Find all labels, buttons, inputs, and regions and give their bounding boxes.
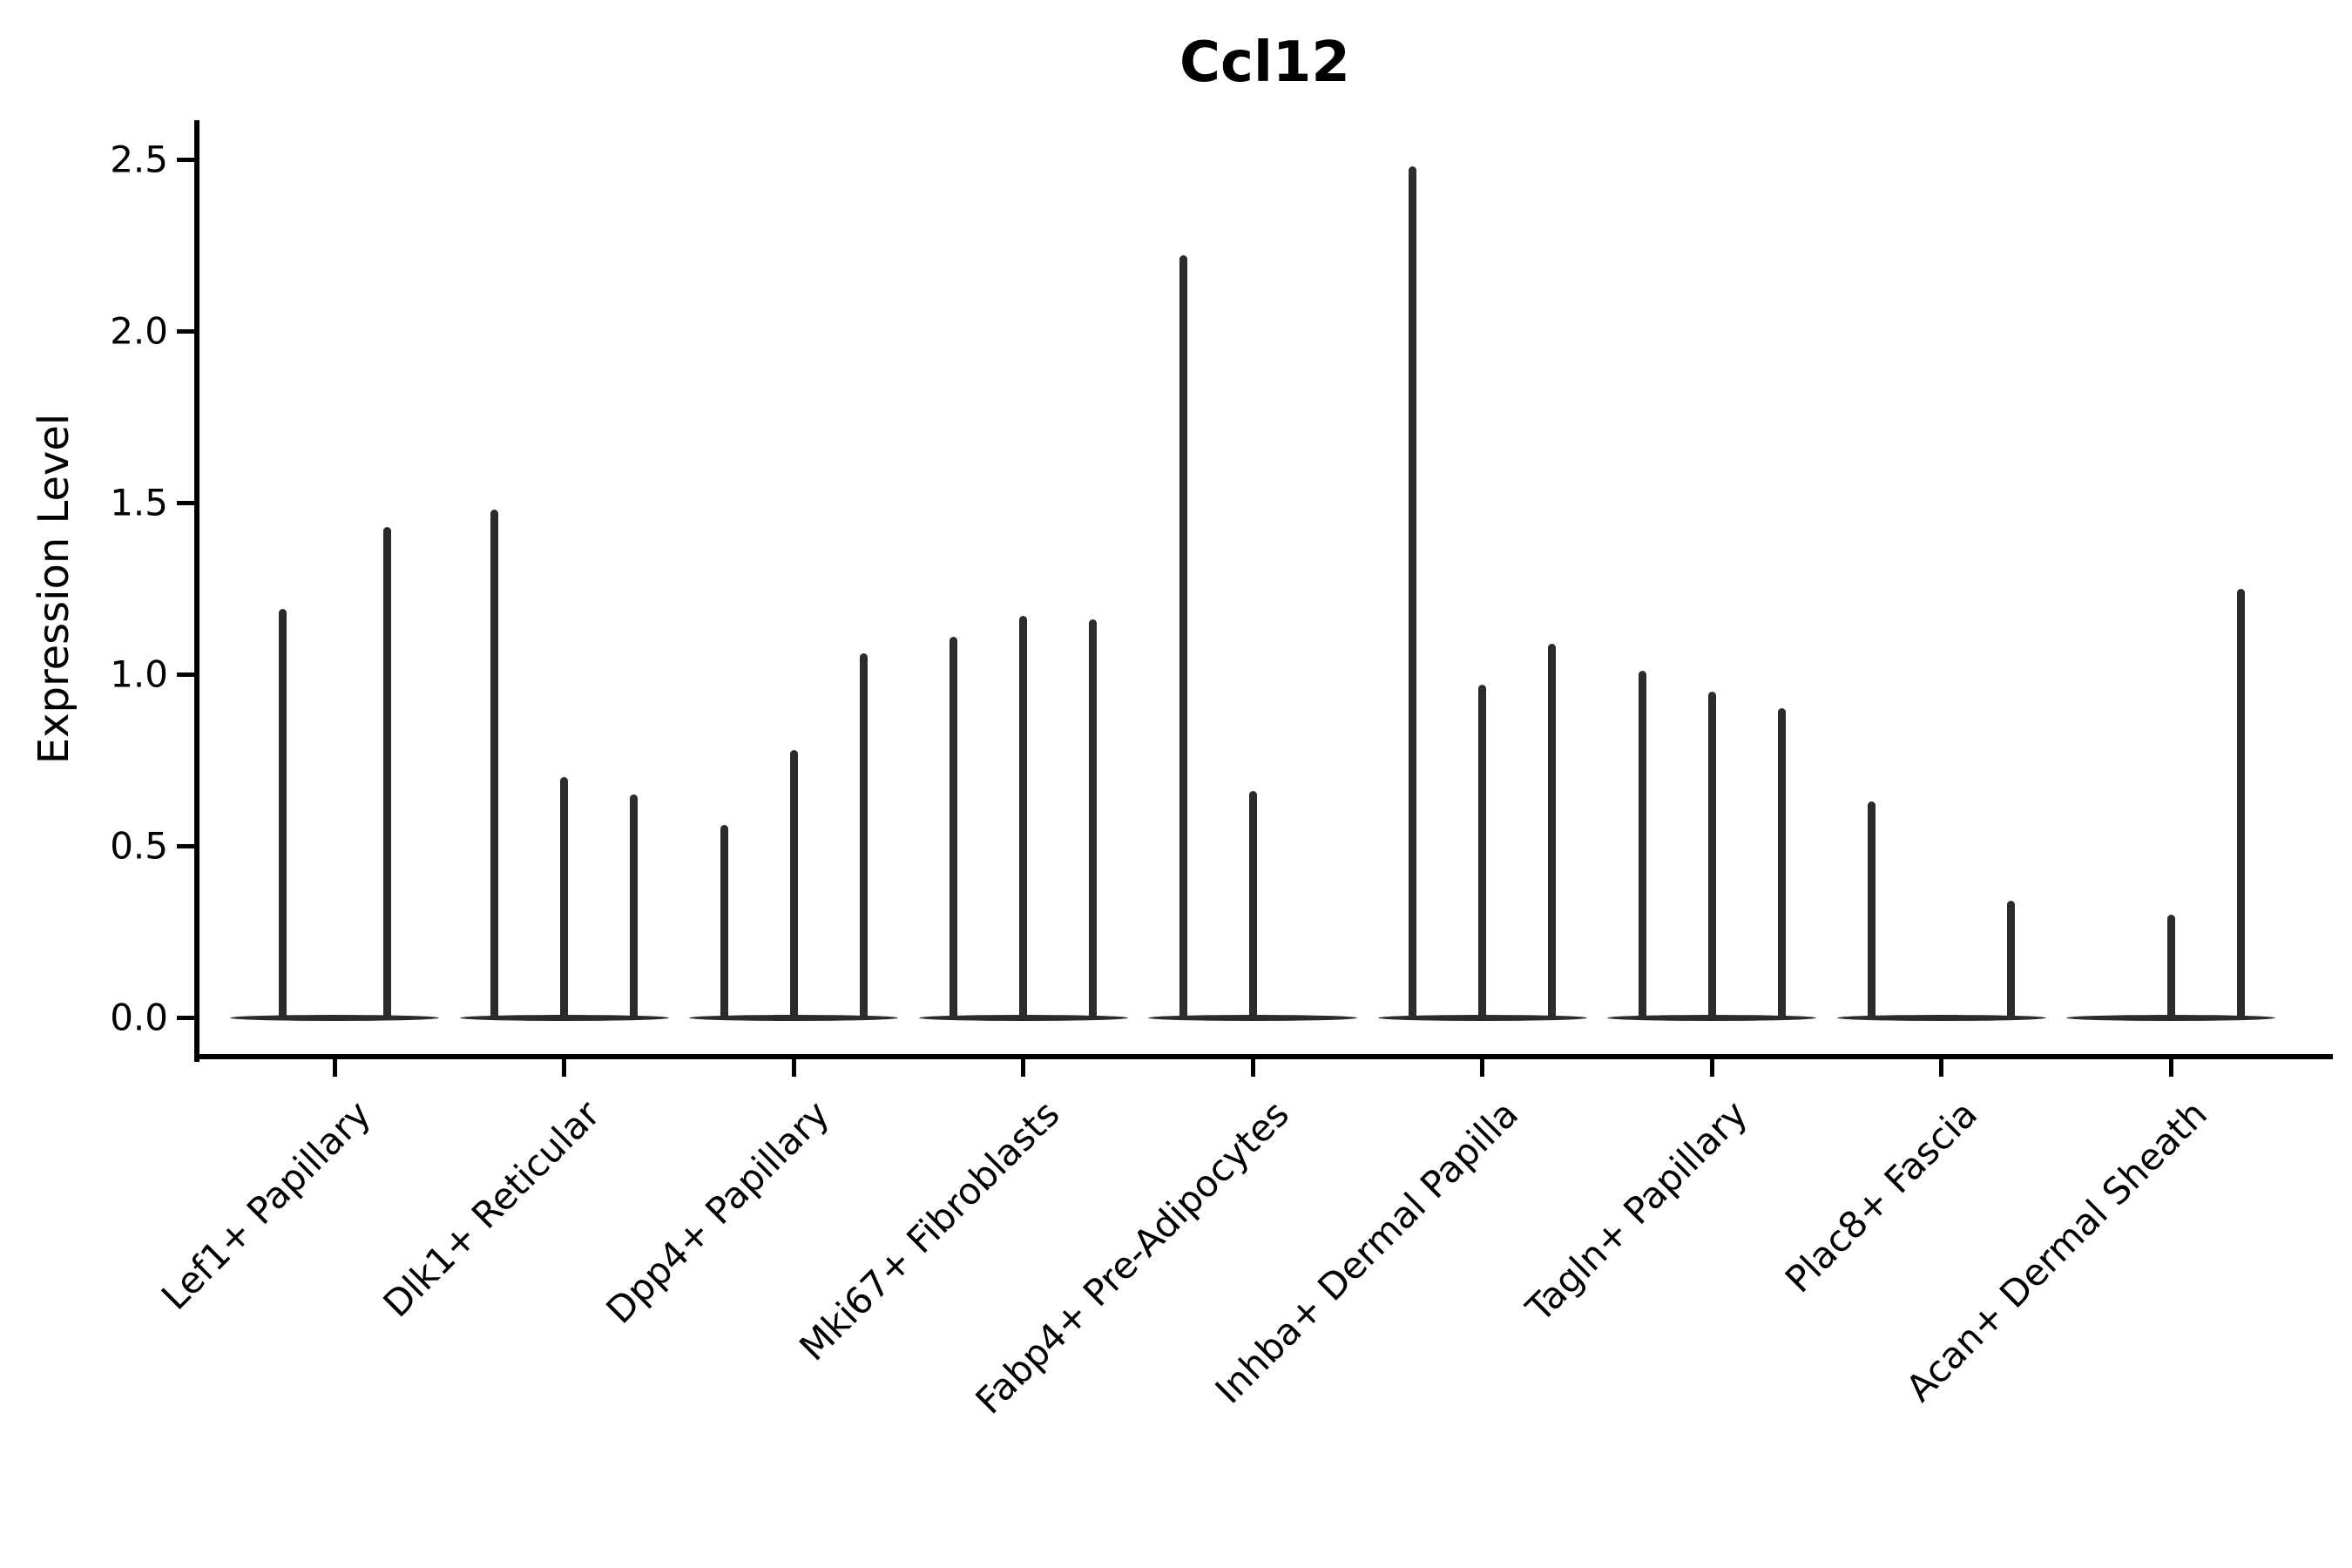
x-tick-label-text: Plac8+ Fascia bbox=[1776, 1092, 1986, 1301]
violin-spike bbox=[1248, 790, 1257, 1017]
violin-spike bbox=[1707, 691, 1716, 1017]
violin-baseline bbox=[230, 1014, 439, 1021]
violin-spike bbox=[789, 749, 798, 1017]
violin-spike bbox=[1478, 684, 1486, 1017]
violin-spike bbox=[720, 825, 728, 1017]
x-tick-mark bbox=[1709, 1059, 1714, 1077]
y-tick-label: 0.0 bbox=[110, 996, 168, 1039]
y-tick-label: 1.5 bbox=[110, 481, 168, 524]
violin-spike bbox=[382, 526, 391, 1017]
x-tick-mark bbox=[1250, 1059, 1255, 1077]
y-tick-label: 2.0 bbox=[110, 309, 168, 353]
x-tick-mark bbox=[1939, 1059, 1943, 1077]
violin-baseline bbox=[1377, 1014, 1587, 1021]
x-axis-line bbox=[194, 1054, 2333, 1059]
y-tick-label: 0.5 bbox=[110, 824, 168, 868]
y-tick-label: 1.0 bbox=[110, 652, 168, 696]
x-tick-mark bbox=[2168, 1059, 2173, 1077]
chart-title: Ccl12 bbox=[1179, 30, 1350, 95]
violin-spike bbox=[1409, 166, 1416, 1017]
y-tick-mark bbox=[177, 328, 194, 334]
violin-spike bbox=[859, 653, 868, 1017]
y-tick-label: 2.5 bbox=[110, 138, 168, 181]
violin-spike bbox=[2007, 901, 2015, 1017]
x-tick-mark bbox=[791, 1059, 796, 1077]
x-tick-label-text: Mki67+ Fibroblasts bbox=[790, 1092, 1068, 1369]
violin-spike bbox=[2236, 588, 2245, 1017]
y-axis-label: Expression Level bbox=[30, 413, 78, 765]
x-tick-mark bbox=[1021, 1059, 1025, 1077]
violin-baseline bbox=[918, 1014, 1128, 1021]
violin-spike bbox=[2166, 914, 2175, 1017]
x-tick-mark bbox=[562, 1059, 566, 1077]
y-axis-line bbox=[194, 120, 199, 1062]
y-tick-mark bbox=[177, 672, 194, 677]
violin-spike bbox=[1179, 255, 1187, 1017]
violin-spike bbox=[1548, 643, 1556, 1017]
x-tick-label-text: Dlk1+ Reticular bbox=[375, 1092, 609, 1326]
violin-spike bbox=[1777, 708, 1786, 1017]
y-tick-mark bbox=[177, 843, 194, 848]
x-tick-label-text: Tagln+ Papillary bbox=[1517, 1092, 1756, 1330]
violin-spike bbox=[1868, 801, 1876, 1017]
violin-baseline bbox=[1148, 1014, 1357, 1021]
y-tick-mark bbox=[177, 157, 194, 162]
violin-spike bbox=[950, 636, 957, 1017]
x-tick-mark bbox=[332, 1059, 337, 1077]
violin-baseline bbox=[1836, 1014, 2046, 1021]
y-tick-mark bbox=[177, 1015, 194, 1020]
violin-spike bbox=[278, 609, 287, 1017]
x-tick-label-text: Lef1+ Papillary bbox=[152, 1092, 379, 1318]
violin-spike bbox=[1089, 618, 1097, 1017]
violin-spike bbox=[1019, 616, 1027, 1017]
violin-spike bbox=[630, 794, 638, 1017]
violin-baseline bbox=[1607, 1014, 1816, 1021]
x-tick-label-text: Dpp4+ Papillary bbox=[598, 1092, 838, 1332]
violin-spike bbox=[560, 777, 568, 1017]
y-tick-mark bbox=[177, 500, 194, 505]
violin-spike bbox=[490, 509, 498, 1017]
violin-baseline bbox=[459, 1014, 669, 1021]
violin-spike bbox=[1638, 671, 1646, 1017]
violin-baseline bbox=[689, 1014, 898, 1021]
x-tick-mark bbox=[1480, 1059, 1484, 1077]
violin-baseline bbox=[2066, 1014, 2275, 1021]
